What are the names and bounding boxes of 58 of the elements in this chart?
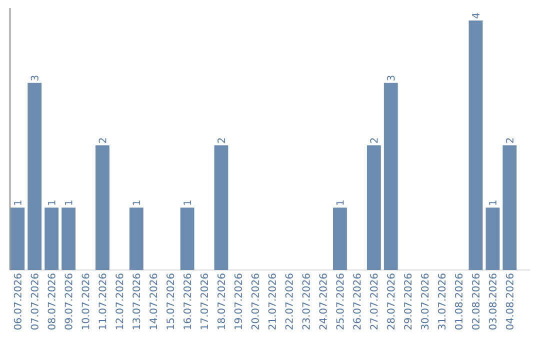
bar (502, 145, 517, 270)
data-label: 1 (336, 200, 344, 205)
data-label: 3 (30, 76, 38, 81)
bar (486, 208, 500, 270)
data-label: 1 (14, 200, 22, 205)
x-tick-label: 22.07.2026 (285, 274, 293, 330)
bar (214, 145, 228, 270)
x-tick-label: 10.07.2026 (82, 274, 90, 330)
bar (129, 208, 144, 270)
data-label: 3 (387, 76, 395, 81)
data-label: 2 (506, 138, 514, 143)
data-label: 2 (218, 138, 225, 143)
data-label: 1 (489, 200, 496, 205)
bar (468, 20, 483, 270)
x-tick-label: 04.08.2026 (506, 274, 514, 330)
bar (96, 145, 110, 270)
bar (44, 208, 59, 270)
bar (180, 208, 194, 270)
x-tick-label: 11.07.2026 (98, 274, 106, 330)
x-tick-label: 28.07.2026 (387, 274, 395, 330)
x-tick-label: 25.07.2026 (336, 274, 344, 330)
bar (28, 82, 42, 270)
bar (384, 82, 398, 270)
x-tick-label: 27.07.2026 (370, 274, 378, 330)
x-tick-label: 12.07.2026 (116, 274, 124, 330)
bar (62, 208, 76, 270)
x-tick-label: 31.07.2026 (438, 274, 446, 330)
data-label: 1 (132, 200, 140, 205)
bar (333, 208, 347, 270)
x-tick-label: 09.07.2026 (64, 274, 72, 330)
x-tick-label: 18.07.2026 (217, 274, 226, 330)
x-tick-label: 26.07.2026 (353, 274, 361, 330)
x-tick-label: 13.07.2026 (132, 274, 140, 330)
x-tick-label: 21.07.2026 (268, 274, 276, 330)
x-tick-label: 23.07.2026 (302, 274, 310, 330)
bar (366, 145, 381, 270)
x-tick-label: 03.08.2026 (488, 274, 496, 330)
x-tick-label: 14.07.2026 (150, 274, 158, 330)
x-tick-label: 19.07.2026 (234, 274, 242, 330)
x-tick-label: 06.07.2026 (14, 274, 22, 330)
x-tick-label: 08.07.2026 (48, 274, 56, 330)
x-tick-label: 16.07.2026 (184, 274, 192, 330)
x-tick-label: 07.07.2026 (30, 274, 38, 330)
x-tick-label: 29.07.2026 (404, 274, 412, 330)
data-label: 1 (64, 200, 72, 205)
bar (10, 208, 25, 270)
data-label: 2 (370, 138, 378, 143)
data-label: 1 (184, 200, 191, 205)
x-tick-label: 20.07.2026 (251, 274, 259, 330)
data-label: 4 (472, 13, 480, 18)
x-tick-label: 17.07.2026 (200, 274, 208, 330)
data-label: 1 (48, 200, 56, 205)
x-tick-label: 02.08.2026 (472, 274, 480, 330)
data-label: 2 (98, 138, 106, 143)
x-tick-label: 30.07.2026 (421, 274, 429, 330)
x-tick-label: 15.07.2026 (166, 274, 174, 330)
x-tick-label: 24.07.2026 (319, 274, 327, 330)
x-tick-label: 01.08.2026 (454, 274, 463, 330)
